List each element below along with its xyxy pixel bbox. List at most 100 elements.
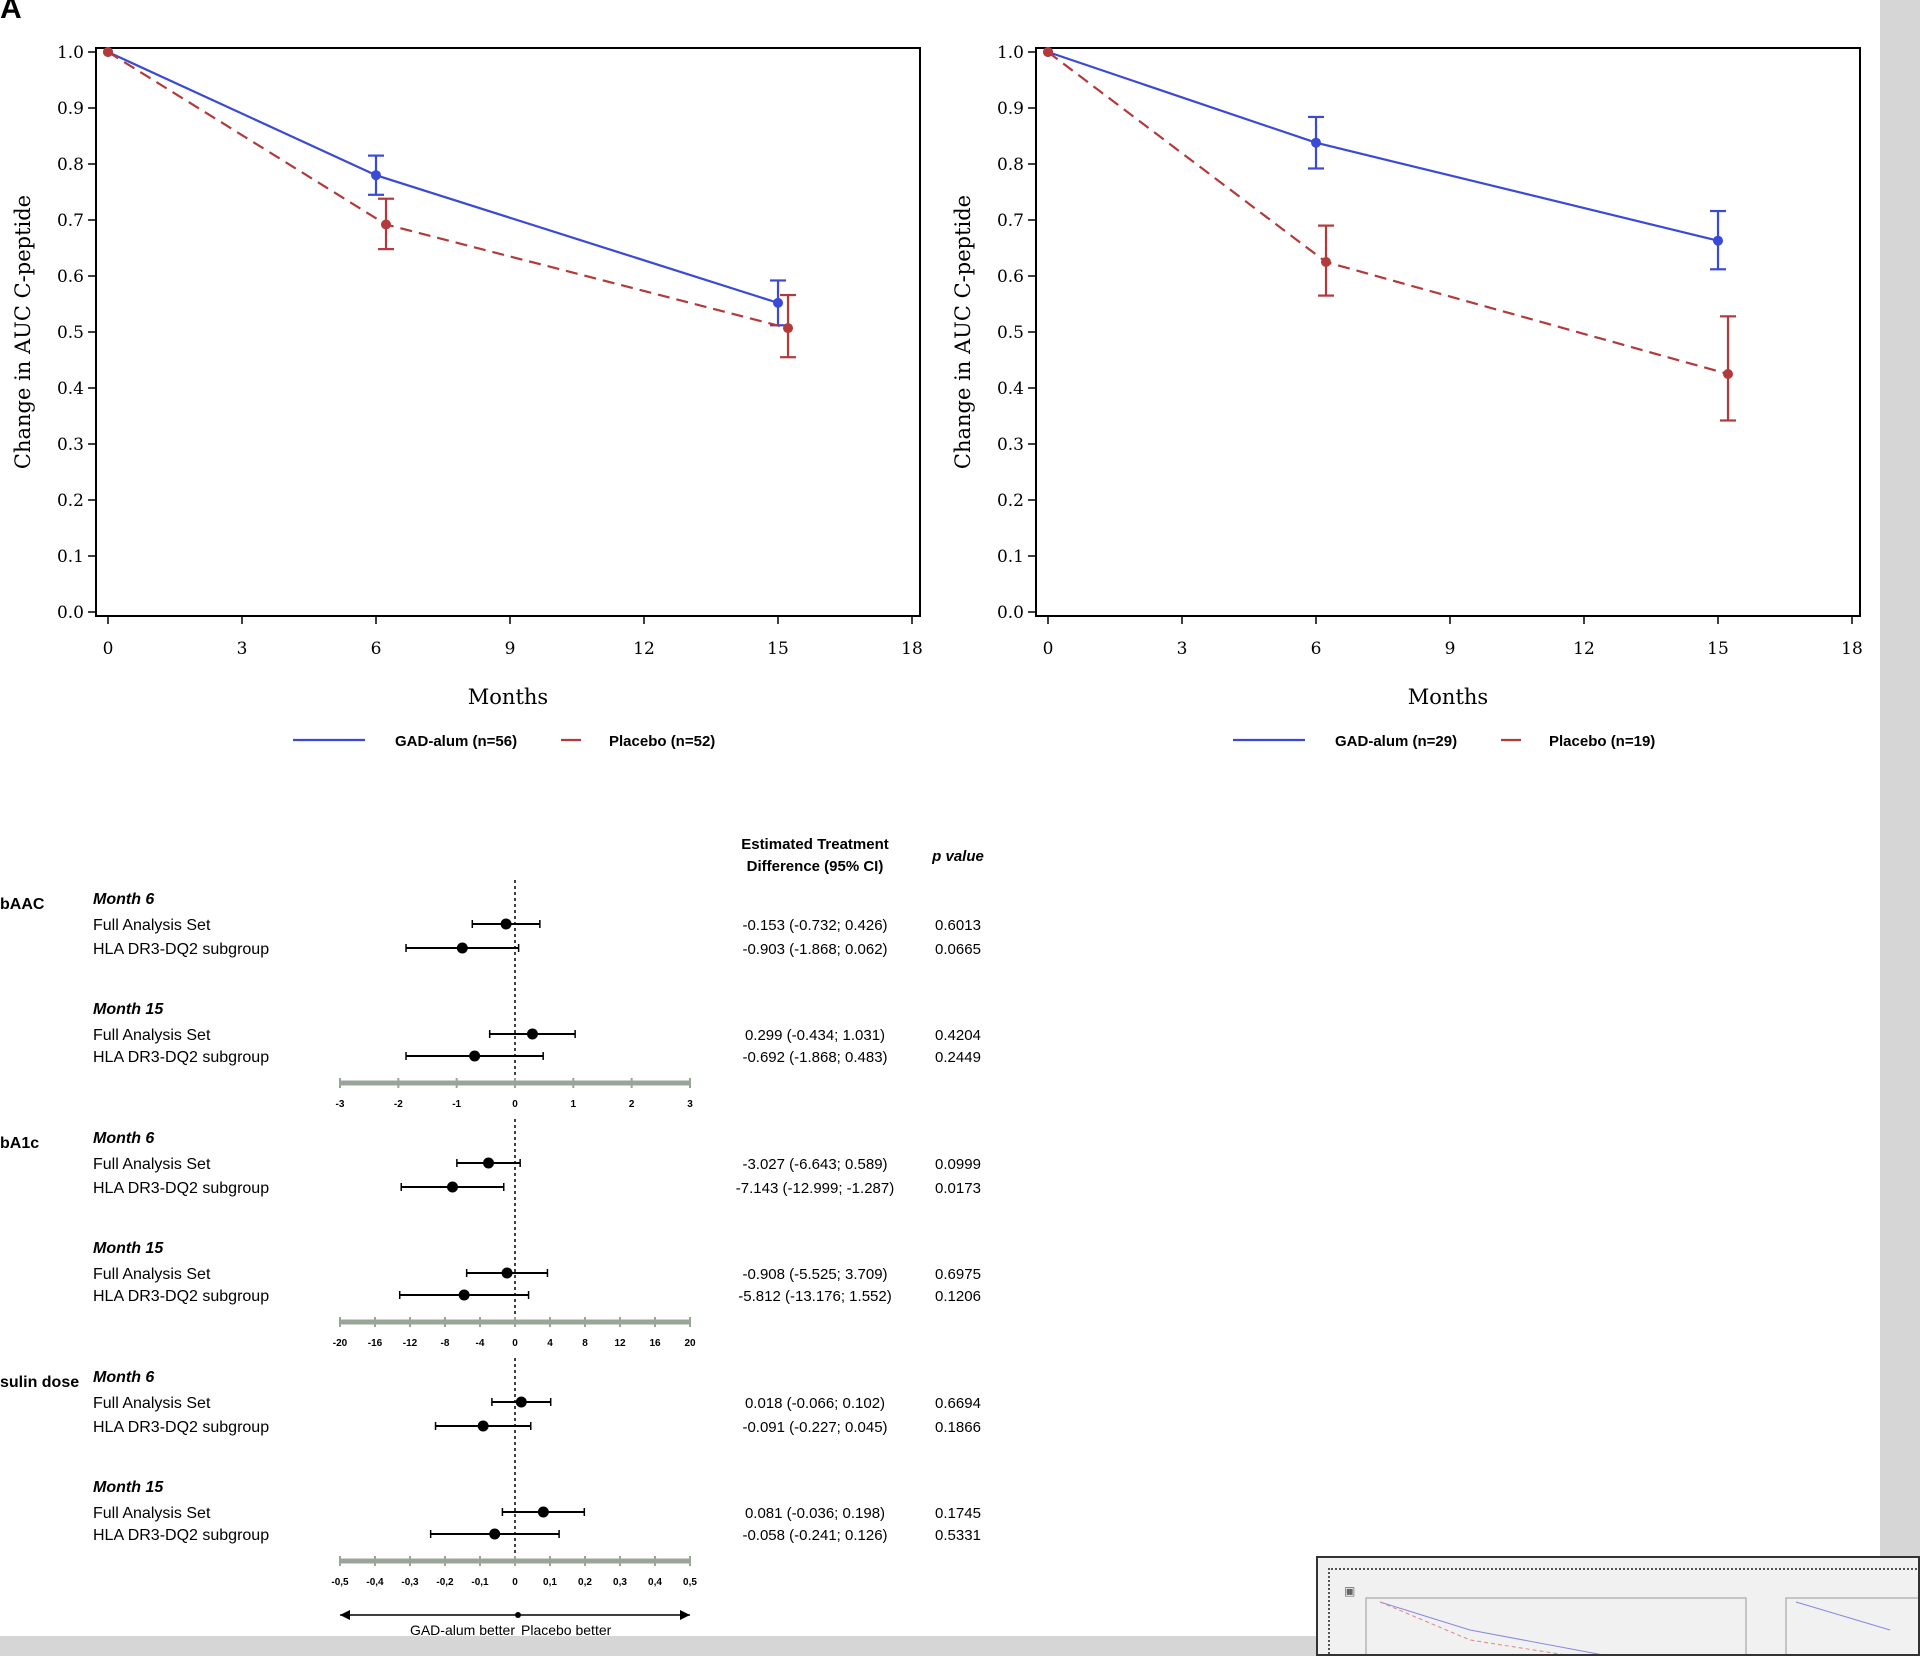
row-label: HLA DR3-DQ2 subgroup bbox=[93, 941, 269, 958]
x-tick-label: 15 bbox=[767, 639, 789, 659]
x-tick-label: 15 bbox=[1707, 639, 1729, 659]
forest-axis-tick-label: 0,1 bbox=[543, 1577, 557, 1588]
x-tick-label: 18 bbox=[1841, 639, 1863, 659]
group-label: sulin dose bbox=[0, 1374, 79, 1391]
footer-left-label: GAD-alum better bbox=[410, 1622, 515, 1638]
x-tick-label: 12 bbox=[1573, 639, 1595, 659]
x-tick-label: 3 bbox=[237, 639, 248, 659]
direction-center-dot bbox=[515, 1612, 521, 1618]
data-point bbox=[1043, 47, 1053, 57]
forest-axis-tick-label: 8 bbox=[582, 1338, 588, 1349]
x-tick-label: 3 bbox=[1177, 639, 1188, 659]
row-label: Full Analysis Set bbox=[93, 1156, 211, 1173]
x-tick-label: 12 bbox=[633, 639, 655, 659]
thumbnail-sketch bbox=[1365, 1597, 1918, 1654]
footer-right-label: Placebo better bbox=[521, 1622, 612, 1638]
placebo-series-line bbox=[107, 51, 789, 330]
gad-alum-series-line bbox=[107, 51, 779, 304]
estimate-point bbox=[500, 918, 512, 930]
forest-axis-tick-label: -0,4 bbox=[366, 1577, 384, 1588]
forest-axis-tick-label: 0,3 bbox=[613, 1577, 627, 1588]
y-tick-label: 0.5 bbox=[997, 323, 1024, 343]
forest-axis-tick-label: 0,4 bbox=[648, 1577, 662, 1588]
estimate-text: -0.692 (-1.868; 0.483) bbox=[742, 1049, 887, 1066]
estimate-point bbox=[537, 1506, 549, 1518]
x-axis-label: Months bbox=[1408, 685, 1488, 709]
forest-axis-tick-label: -8 bbox=[441, 1338, 450, 1349]
placebo-series-line bbox=[1047, 51, 1729, 376]
image-icon: ▣ bbox=[1344, 1584, 1356, 1598]
p-value-text: 0.6694 bbox=[935, 1395, 981, 1412]
estimate-point bbox=[446, 1181, 458, 1193]
y-tick-label: 0.1 bbox=[997, 547, 1024, 567]
estimate-text: -0.908 (-5.525; 3.709) bbox=[742, 1266, 887, 1283]
x-tick-label: 18 bbox=[901, 639, 923, 659]
p-value-text: 0.1206 bbox=[935, 1288, 981, 1305]
y-tick-label: 0.6 bbox=[997, 267, 1024, 287]
estimate-text: -0.903 (-1.868; 0.062) bbox=[742, 941, 887, 958]
y-tick-label: 0.4 bbox=[997, 379, 1024, 399]
forest-axis-tick-label: -12 bbox=[403, 1338, 418, 1349]
y-tick-label: 0.7 bbox=[997, 211, 1024, 231]
header-estimate-line2: Difference (95% CI) bbox=[747, 858, 884, 875]
p-value-text: 0.0665 bbox=[935, 941, 981, 958]
data-point bbox=[773, 297, 783, 308]
row-label: Full Analysis Set bbox=[93, 1266, 211, 1283]
row-label: HLA DR3-DQ2 subgroup bbox=[93, 1527, 269, 1544]
forest-axis-tick-label: -3 bbox=[336, 1099, 345, 1110]
timepoint-label: Month 6 bbox=[93, 1130, 154, 1147]
forest-axis-tick-label: 16 bbox=[649, 1338, 661, 1349]
p-value-text: 0.0999 bbox=[935, 1156, 981, 1173]
row-label: Full Analysis Set bbox=[93, 917, 211, 934]
gad-alum-series-line bbox=[1047, 50, 1719, 242]
estimate-text: 0.299 (-0.434; 1.031) bbox=[745, 1027, 885, 1044]
x-tick-label: 0 bbox=[1043, 639, 1054, 659]
row-label: HLA DR3-DQ2 subgroup bbox=[93, 1288, 269, 1305]
row-label: Full Analysis Set bbox=[93, 1505, 211, 1522]
x-axis-label: Months bbox=[468, 685, 548, 709]
estimate-point bbox=[456, 942, 468, 954]
header-p-value: p value bbox=[931, 848, 984, 865]
row-label: HLA DR3-DQ2 subgroup bbox=[93, 1419, 269, 1436]
x-tick-label: 9 bbox=[505, 639, 516, 659]
thumbnail-preview[interactable]: ▣ bbox=[1316, 1556, 1920, 1656]
x-tick-label: 0 bbox=[103, 639, 114, 659]
left-line-chart: 0.0 0.1 0.2 0.3 0.4 0.5 0.6 0.7 0.8 0.9 1.0 0 3 6 9 12 1… bbox=[11, 43, 923, 750]
forest-axis-tick-label: -16 bbox=[368, 1338, 383, 1349]
timepoint-label: Month 15 bbox=[93, 1001, 164, 1018]
right-arrow-icon bbox=[680, 1610, 690, 1620]
figure-page: A 0.0 0.1 0.2 0.3 0.4 0.5 0.6 0.7 0.8 0.9 1.0 0 3 6 9 1… bbox=[0, 0, 1863, 1638]
legend-label-placebo: Placebo (n=19) bbox=[1549, 733, 1655, 750]
legend-label-gad: GAD-alum (n=56) bbox=[395, 733, 517, 750]
legend-label-placebo: Placebo (n=52) bbox=[609, 733, 715, 750]
y-tick-label: 0.3 bbox=[997, 435, 1024, 455]
forest-plot: Estimated Treatment Difference (95% CI) p … bbox=[0, 836, 984, 1638]
forest-axis-tick-label: -0,1 bbox=[471, 1577, 489, 1588]
data-point bbox=[1723, 369, 1733, 379]
p-value-text: 0.1866 bbox=[935, 1419, 981, 1436]
row-label: Full Analysis Set bbox=[93, 1395, 211, 1412]
p-value-text: 0.1745 bbox=[935, 1505, 981, 1522]
y-tick-label: 0.3 bbox=[57, 435, 84, 455]
y-tick-label: 0.0 bbox=[997, 603, 1024, 623]
plot-frame bbox=[1035, 47, 1861, 617]
estimate-text: -0.058 (-0.241; 0.126) bbox=[742, 1527, 887, 1544]
y-tick-label: 0.7 bbox=[57, 211, 84, 231]
group-label: bAAC bbox=[0, 896, 45, 913]
p-value-text: 0.6975 bbox=[935, 1266, 981, 1283]
x-tick-label: 6 bbox=[1311, 639, 1322, 659]
forest-axis-tick-label: 2 bbox=[629, 1099, 635, 1110]
estimate-text: -3.027 (-6.643; 0.589) bbox=[742, 1156, 887, 1173]
vertical-scrollbar[interactable] bbox=[1880, 0, 1920, 1656]
forest-axis-tick-label: -1 bbox=[452, 1099, 461, 1110]
data-point bbox=[371, 170, 381, 181]
row-label: Full Analysis Set bbox=[93, 1027, 211, 1044]
estimate-point bbox=[458, 1289, 470, 1301]
data-point bbox=[103, 47, 113, 57]
row-label: HLA DR3-DQ2 subgroup bbox=[93, 1049, 269, 1066]
estimate-text: -0.091 (-0.227; 0.045) bbox=[742, 1419, 887, 1436]
estimate-point bbox=[477, 1420, 489, 1432]
panel-letter: A bbox=[0, 0, 22, 25]
forest-axis-tick-label: -0,3 bbox=[401, 1577, 419, 1588]
p-value-text: 0.5331 bbox=[935, 1527, 981, 1544]
